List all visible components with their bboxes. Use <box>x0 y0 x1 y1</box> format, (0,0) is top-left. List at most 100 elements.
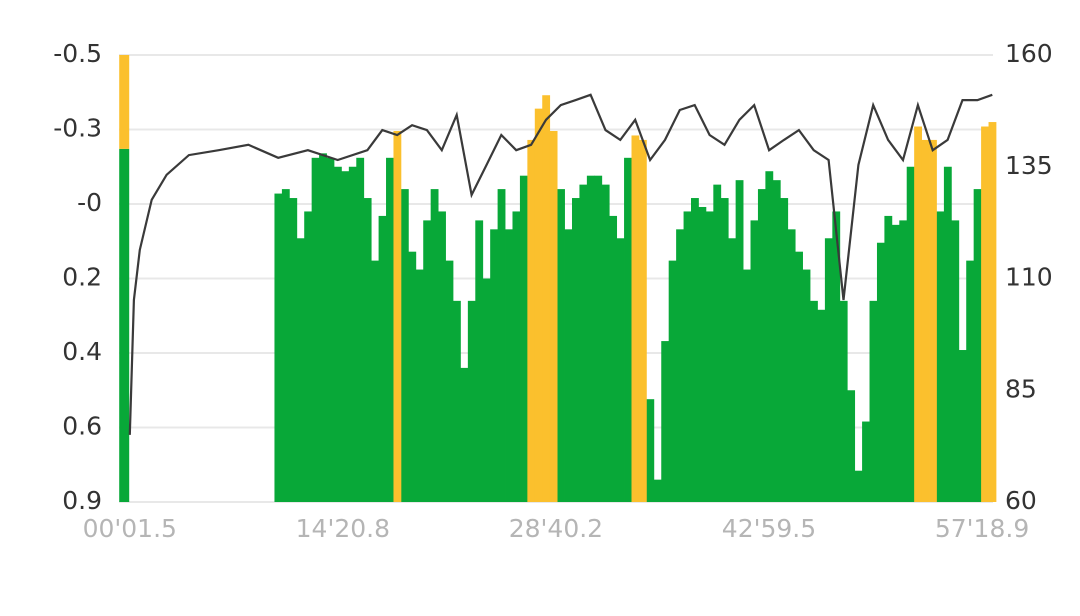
line <box>128 93 993 435</box>
bar <box>772 180 781 502</box>
bar <box>311 157 320 502</box>
bar <box>951 220 960 502</box>
bar <box>884 215 893 503</box>
bar <box>661 341 670 502</box>
bar <box>482 278 491 502</box>
indicator-segment <box>119 148 130 502</box>
bar <box>326 157 335 502</box>
bar <box>854 470 863 502</box>
bar <box>512 211 521 502</box>
y-tick-label: 0.6 <box>62 412 102 441</box>
bar <box>519 175 528 502</box>
y-tick-label: 0.9 <box>62 486 102 515</box>
x-tick-label: 14'20.8 <box>296 514 390 543</box>
bar <box>757 189 766 502</box>
bar <box>549 130 558 503</box>
bar <box>787 229 796 502</box>
bar <box>646 399 655 502</box>
bar <box>795 251 803 502</box>
y2-tick-label: 135 <box>1005 151 1053 180</box>
bar <box>408 251 417 502</box>
bar <box>668 260 677 502</box>
bar <box>929 139 937 502</box>
bar <box>557 189 565 502</box>
bar <box>943 166 952 502</box>
bar <box>304 211 313 502</box>
bar <box>705 211 714 502</box>
y2-tick-label: 160 <box>1005 39 1053 68</box>
x-tick-label: 42'59.5 <box>722 514 816 543</box>
y-tick-label: 0.2 <box>62 263 102 292</box>
bar <box>691 198 699 503</box>
bar <box>735 180 744 502</box>
bar <box>378 215 387 503</box>
bar <box>683 211 692 502</box>
bar <box>847 390 856 502</box>
bar <box>423 220 432 502</box>
bar <box>899 220 908 502</box>
bar <box>921 139 930 502</box>
bar <box>274 193 283 502</box>
bar <box>624 157 632 502</box>
bar <box>594 175 603 502</box>
bar <box>824 238 833 502</box>
bar <box>728 238 737 502</box>
y2-tick-label: 60 <box>1005 486 1037 515</box>
bar <box>720 198 729 503</box>
bar <box>802 269 811 502</box>
bar <box>862 421 870 502</box>
bar <box>438 211 446 502</box>
bar <box>490 229 499 502</box>
indicator-segment <box>119 55 130 149</box>
bar <box>356 157 365 502</box>
bar <box>638 139 647 502</box>
x-tick-label: 57'18.9 <box>935 514 1029 543</box>
bar <box>616 238 625 502</box>
bar <box>289 198 298 503</box>
bar <box>542 95 551 502</box>
bar <box>586 175 595 502</box>
y-tick-label: -0.5 <box>53 39 102 68</box>
x-tick-label: 00'01.5 <box>83 514 177 543</box>
bar <box>341 171 350 502</box>
bar <box>936 211 945 502</box>
bar <box>832 211 841 502</box>
bar <box>780 198 789 503</box>
bar <box>527 139 536 502</box>
y-tick-label: -0 <box>77 188 102 217</box>
bar <box>497 189 506 502</box>
bar <box>750 220 759 502</box>
bar <box>333 166 342 502</box>
bar <box>475 220 484 502</box>
bar <box>765 171 774 502</box>
bar <box>534 108 543 502</box>
bar <box>319 153 327 502</box>
bar <box>371 260 379 502</box>
bar <box>988 122 997 503</box>
y2-tick-label: 85 <box>1005 374 1037 403</box>
bar <box>810 300 818 502</box>
bar <box>460 367 469 502</box>
bar <box>676 229 684 502</box>
bar <box>415 269 424 502</box>
bar <box>452 300 461 502</box>
bar <box>363 198 372 503</box>
bar <box>571 198 580 503</box>
bar <box>601 184 610 502</box>
bar <box>393 130 402 503</box>
bar <box>400 189 409 502</box>
bar <box>579 184 588 502</box>
bar <box>817 309 826 502</box>
bar <box>966 260 975 502</box>
y2-tick-label: 110 <box>1005 263 1053 292</box>
x-tick-label: 28'40.2 <box>509 514 603 543</box>
bar <box>743 269 751 502</box>
bar <box>296 238 305 502</box>
bar <box>958 350 967 502</box>
bar <box>631 135 640 502</box>
bar <box>869 300 878 502</box>
bar <box>348 166 357 502</box>
bar <box>653 479 662 502</box>
